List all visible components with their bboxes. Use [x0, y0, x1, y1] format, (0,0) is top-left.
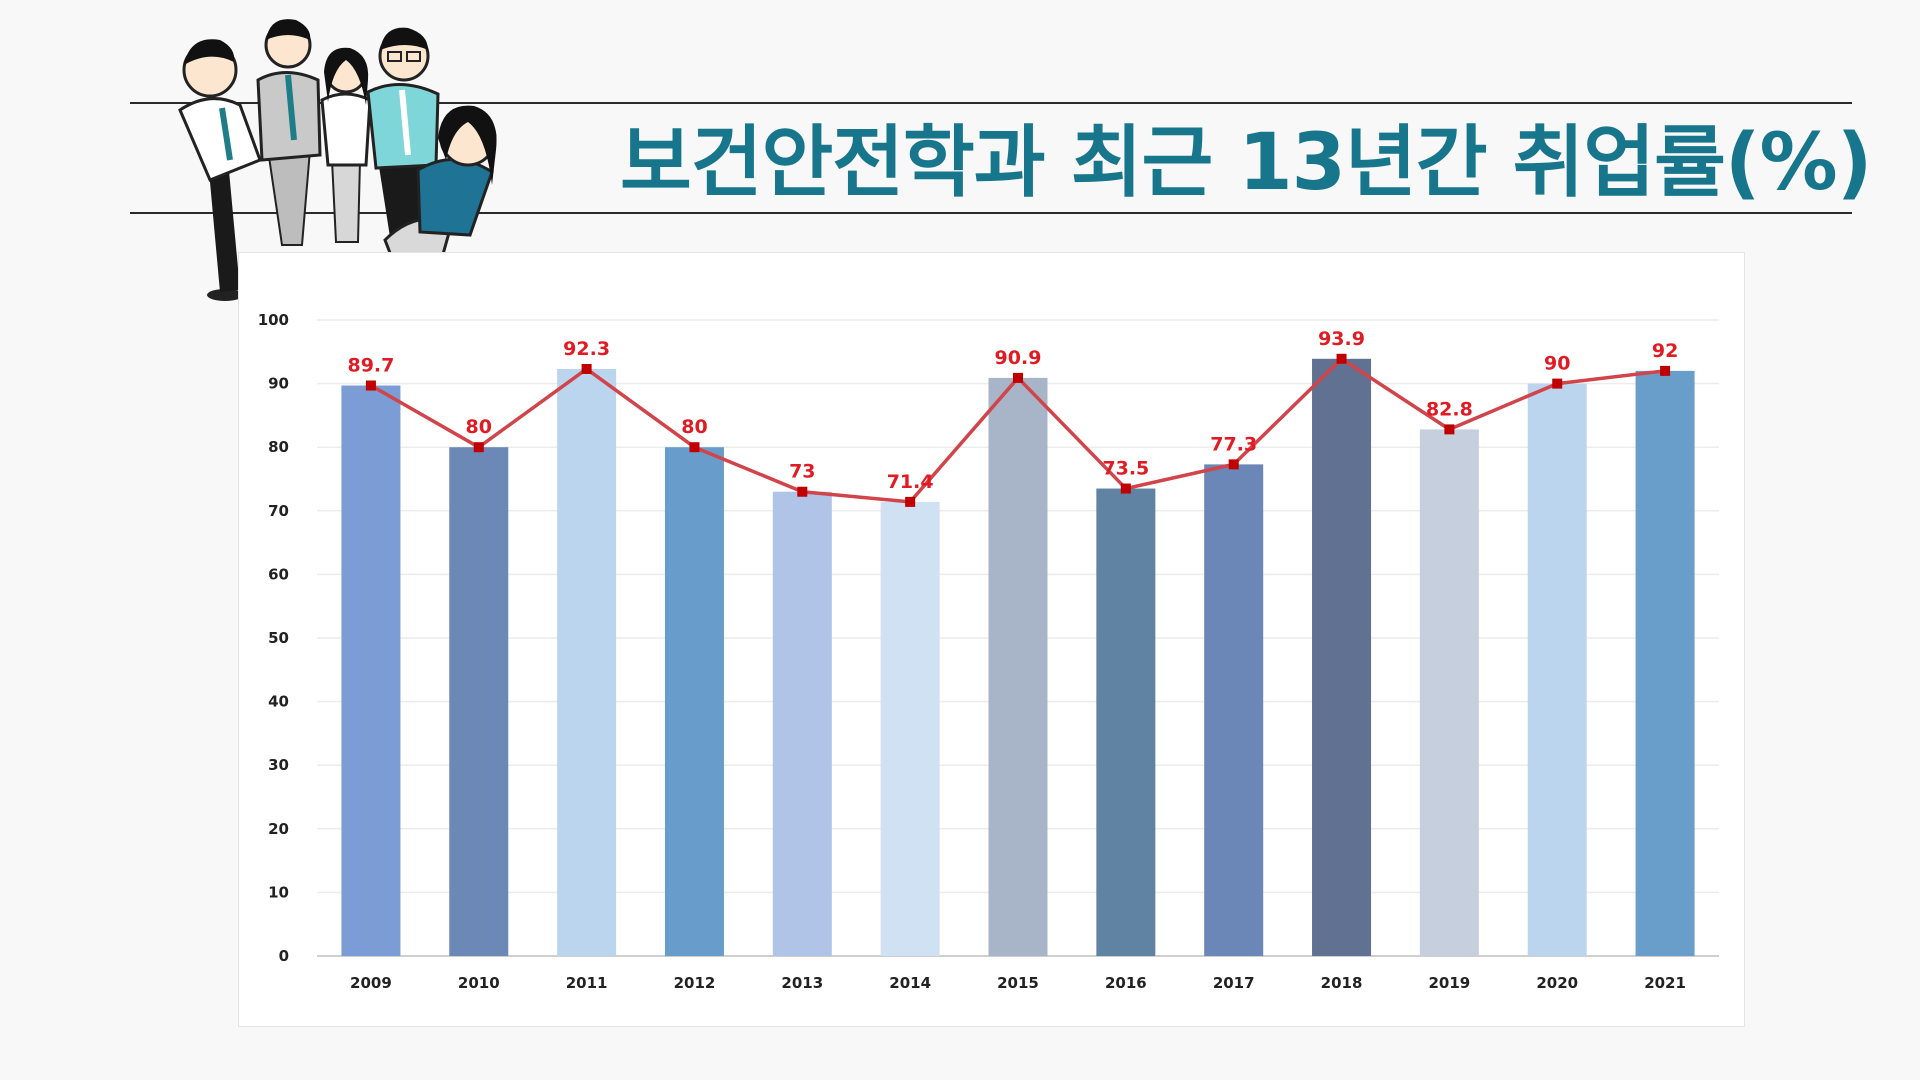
line-marker-2017 — [1228, 459, 1239, 470]
bar-2015 — [988, 377, 1048, 957]
data-label-2017: 77.3 — [1210, 433, 1257, 455]
x-tick-label: 2017 — [1213, 974, 1255, 992]
bar-2012 — [664, 447, 724, 956]
data-label-2012: 80 — [681, 416, 707, 438]
line-marker-2016 — [1120, 483, 1131, 494]
page-title: 보건안전학과 최근 13년간 취업률(%) — [620, 118, 1872, 208]
bar-2010 — [449, 447, 509, 956]
x-tick-label: 2009 — [350, 974, 392, 992]
x-tick-label: 2018 — [1321, 974, 1363, 992]
x-tick-label: 2010 — [458, 974, 500, 992]
y-tick-label: 100 — [258, 311, 289, 329]
y-tick-label: 90 — [268, 375, 289, 393]
x-tick-label: 2020 — [1536, 974, 1578, 992]
data-label-2020: 90 — [1544, 353, 1570, 375]
data-label-2016: 73.5 — [1102, 458, 1149, 480]
data-label-2014: 71.4 — [887, 471, 934, 493]
x-tick-label: 2019 — [1429, 974, 1471, 992]
y-tick-label: 0 — [279, 947, 289, 965]
employment-rate-chart: 0 10 20 30 40 50 60 70 80 90 100 2009 2010 2011 2012 20… — [258, 311, 1719, 992]
y-tick-label: 20 — [268, 820, 289, 838]
x-tick-label: 2014 — [889, 974, 931, 992]
y-tick-label: 70 — [268, 502, 289, 520]
y-tick-label: 50 — [268, 629, 289, 647]
x-tick-label: 2012 — [674, 974, 716, 992]
line-marker-2011 — [581, 363, 592, 374]
line-marker-2018 — [1336, 353, 1347, 364]
data-label-2013: 73 — [789, 461, 815, 483]
line-marker-2009 — [365, 380, 376, 391]
bar-2017 — [1204, 464, 1264, 956]
title-top-rule — [130, 102, 1852, 104]
chart-panel: 0 10 20 30 40 50 60 70 80 90 100 2009 2010 2011 2012 20… — [238, 252, 1745, 1027]
y-tick-label: 10 — [268, 883, 289, 901]
data-label-2021: 92 — [1652, 340, 1678, 362]
x-tick-label: 2016 — [1105, 974, 1147, 992]
x-tick-label: 2021 — [1644, 974, 1686, 992]
data-label-2011: 92.3 — [563, 338, 610, 360]
title-bottom-rule — [130, 212, 1852, 214]
y-tick-label: 60 — [268, 565, 289, 583]
x-tick-label: 2013 — [781, 974, 823, 992]
line-marker-2014 — [905, 496, 916, 507]
bar-2019 — [1419, 429, 1479, 957]
bar-2011 — [557, 368, 617, 956]
line-marker-2021 — [1660, 365, 1671, 376]
y-tick-label: 40 — [268, 693, 289, 711]
y-tick-label: 30 — [268, 756, 289, 774]
bar-2020 — [1527, 383, 1587, 957]
bar-2014 — [880, 501, 940, 956]
y-tick-label: 80 — [268, 438, 289, 456]
x-tick-label: 2011 — [566, 974, 608, 992]
data-label-2009: 89.7 — [347, 355, 394, 377]
line-marker-2015 — [1013, 372, 1023, 383]
bar-2016 — [1096, 488, 1156, 956]
office-workers-thumbs-up-icon — [178, 19, 497, 301]
data-label-2010: 80 — [466, 416, 492, 438]
bar-2009 — [341, 385, 401, 956]
bar-2021 — [1635, 370, 1695, 956]
x-tick-label: 2015 — [997, 974, 1039, 992]
bar-2018 — [1312, 358, 1372, 956]
line-marker-2019 — [1444, 424, 1455, 435]
line-marker-2012 — [689, 442, 700, 453]
line-marker-2020 — [1552, 378, 1563, 389]
data-label-2015: 90.9 — [995, 347, 1042, 369]
line-marker-2010 — [473, 442, 484, 453]
data-label-2018: 93.9 — [1318, 328, 1365, 350]
bar-2013 — [772, 491, 832, 956]
data-label-2019: 82.8 — [1426, 398, 1473, 420]
line-marker-2013 — [797, 486, 808, 497]
